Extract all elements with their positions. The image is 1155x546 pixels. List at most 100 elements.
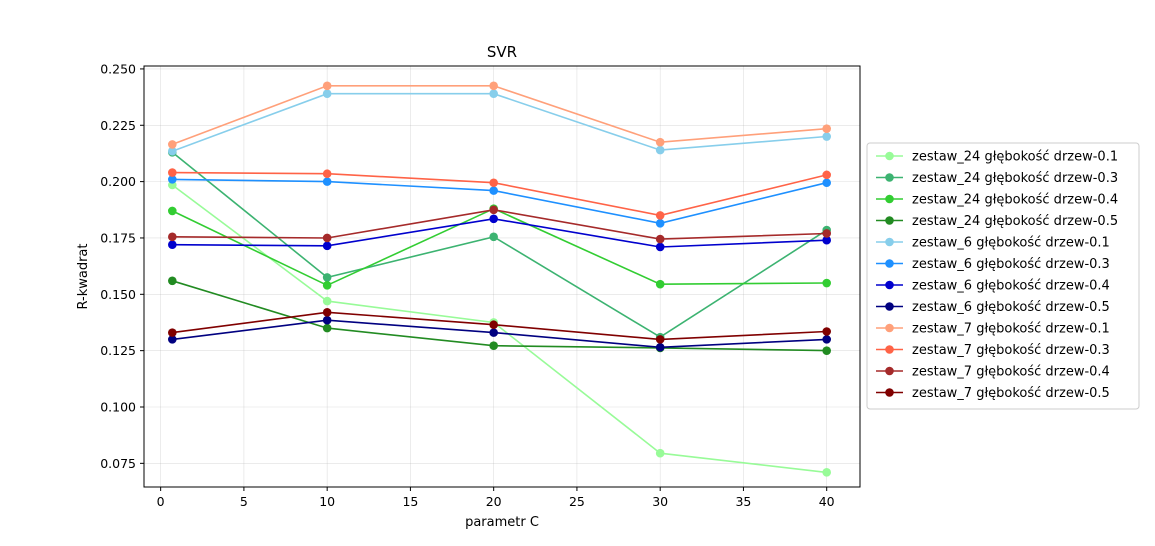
data-point xyxy=(168,206,177,216)
legend-entry: zestaw_24 głębokość drzew-0.1 xyxy=(876,150,1118,165)
data-point xyxy=(489,81,498,91)
x-tick-label: 5 xyxy=(240,494,248,509)
legend-label: zestaw_6 głębokość drzew-0.3 xyxy=(912,257,1110,272)
legend-marker xyxy=(885,366,894,376)
data-point xyxy=(168,168,177,177)
data-point xyxy=(822,229,831,238)
legend-label: zestaw_7 głębokość drzew-0.1 xyxy=(912,322,1110,337)
data-point xyxy=(822,235,831,245)
data-point xyxy=(655,219,665,228)
legend-label: zestaw_24 głębokość drzew-0.5 xyxy=(912,214,1118,229)
data-point xyxy=(168,328,177,337)
data-point xyxy=(168,146,177,156)
series-lines xyxy=(168,81,831,477)
series xyxy=(168,89,831,156)
legend-marker xyxy=(885,259,894,268)
legend-entry: zestaw_6 głębokość drzew-0.3 xyxy=(876,257,1110,272)
legend-marker xyxy=(885,302,894,311)
data-point xyxy=(822,346,831,355)
data-point xyxy=(822,468,831,477)
data-point xyxy=(822,335,831,344)
legend-marker xyxy=(885,345,894,354)
data-point xyxy=(655,242,665,252)
data-point xyxy=(655,234,665,244)
y-tick-label: 0.250 xyxy=(100,61,136,76)
legend-entry: zestaw_7 głębokość drzew-0.4 xyxy=(876,365,1110,380)
data-point xyxy=(168,335,177,344)
x-tick-label: 0 xyxy=(157,494,165,509)
legend-label: zestaw_24 głębokość drzew-0.1 xyxy=(912,150,1118,165)
data-point xyxy=(322,315,332,325)
data-point xyxy=(822,178,831,188)
data-point xyxy=(168,232,177,242)
legend-label: zestaw_7 głębokość drzew-0.5 xyxy=(912,386,1110,401)
data-point xyxy=(322,89,332,99)
data-point xyxy=(489,214,498,224)
legend-label: zestaw_24 głębokość drzew-0.4 xyxy=(912,193,1118,208)
x-tick-label: 15 xyxy=(402,494,418,509)
y-tick-label: 0.200 xyxy=(100,174,136,189)
legend-entry: zestaw_24 głębokość drzew-0.4 xyxy=(876,193,1118,208)
data-point xyxy=(489,205,498,215)
data-point xyxy=(322,273,332,282)
x-tick-label: 30 xyxy=(652,494,668,509)
data-point xyxy=(655,279,665,289)
legend-entry: zestaw_6 głębokość drzew-0.5 xyxy=(876,300,1110,315)
data-point xyxy=(322,280,332,290)
data-point xyxy=(168,240,177,250)
data-point xyxy=(655,448,665,458)
x-tick-label: 40 xyxy=(819,494,835,509)
legend-label: zestaw_6 głębokość drzew-0.1 xyxy=(912,236,1110,251)
legend: zestaw_24 głębokość drzew-0.1 zestaw_24 g… xyxy=(866,142,1140,410)
legend-entry: zestaw_24 głębokość drzew-0.3 xyxy=(876,171,1118,186)
data-point xyxy=(822,278,831,288)
series xyxy=(168,175,831,228)
data-point xyxy=(655,342,665,352)
legend-marker xyxy=(885,173,894,182)
legend-label: zestaw_6 głębokość drzew-0.5 xyxy=(912,300,1110,315)
legend-entry: zestaw_6 głębokość drzew-0.1 xyxy=(876,236,1110,251)
legend-marker xyxy=(885,388,894,397)
data-point xyxy=(168,276,177,286)
legend-marker xyxy=(885,216,894,225)
data-point xyxy=(322,169,332,179)
legend-entry: zestaw_24 głębokość drzew-0.5 xyxy=(876,214,1118,229)
data-point xyxy=(322,323,332,333)
data-point xyxy=(322,233,332,243)
data-point xyxy=(489,186,498,195)
legend-label: zestaw_6 głębokość drzew-0.4 xyxy=(912,279,1110,294)
data-point xyxy=(168,175,177,184)
data-point xyxy=(489,232,498,242)
data-point xyxy=(489,178,498,188)
series xyxy=(168,168,831,220)
data-point xyxy=(322,296,332,306)
y-tick-label: 0.175 xyxy=(100,230,136,245)
data-point xyxy=(168,140,177,149)
legend-entry: zestaw_7 głębokość drzew-0.1 xyxy=(876,322,1110,337)
x-tick-label: 10 xyxy=(319,494,335,509)
legend-entry: zestaw_7 głębokość drzew-0.3 xyxy=(876,343,1110,358)
series xyxy=(168,308,831,344)
y-tick-label: 0.075 xyxy=(100,456,136,471)
data-point xyxy=(655,335,665,344)
data-point xyxy=(322,177,332,186)
data-point xyxy=(655,211,665,220)
legend-marker xyxy=(885,237,894,247)
legend-marker xyxy=(885,323,894,333)
y-tick-label: 0.100 xyxy=(100,399,136,414)
data-point xyxy=(489,320,498,330)
data-point xyxy=(822,170,831,180)
data-point xyxy=(655,137,665,147)
series xyxy=(168,205,831,244)
legend-label: zestaw_7 głębokość drzew-0.4 xyxy=(912,365,1110,380)
x-tick-label: 20 xyxy=(486,494,502,509)
data-point xyxy=(655,145,665,155)
data-point xyxy=(822,327,831,336)
series xyxy=(168,315,831,352)
data-point xyxy=(322,81,332,91)
legend-entry: zestaw_7 głębokość drzew-0.5 xyxy=(876,386,1110,401)
legend-label: zestaw_24 głębokość drzew-0.3 xyxy=(912,171,1118,186)
legend-box xyxy=(866,142,1140,410)
series xyxy=(168,81,831,149)
series xyxy=(168,214,831,252)
